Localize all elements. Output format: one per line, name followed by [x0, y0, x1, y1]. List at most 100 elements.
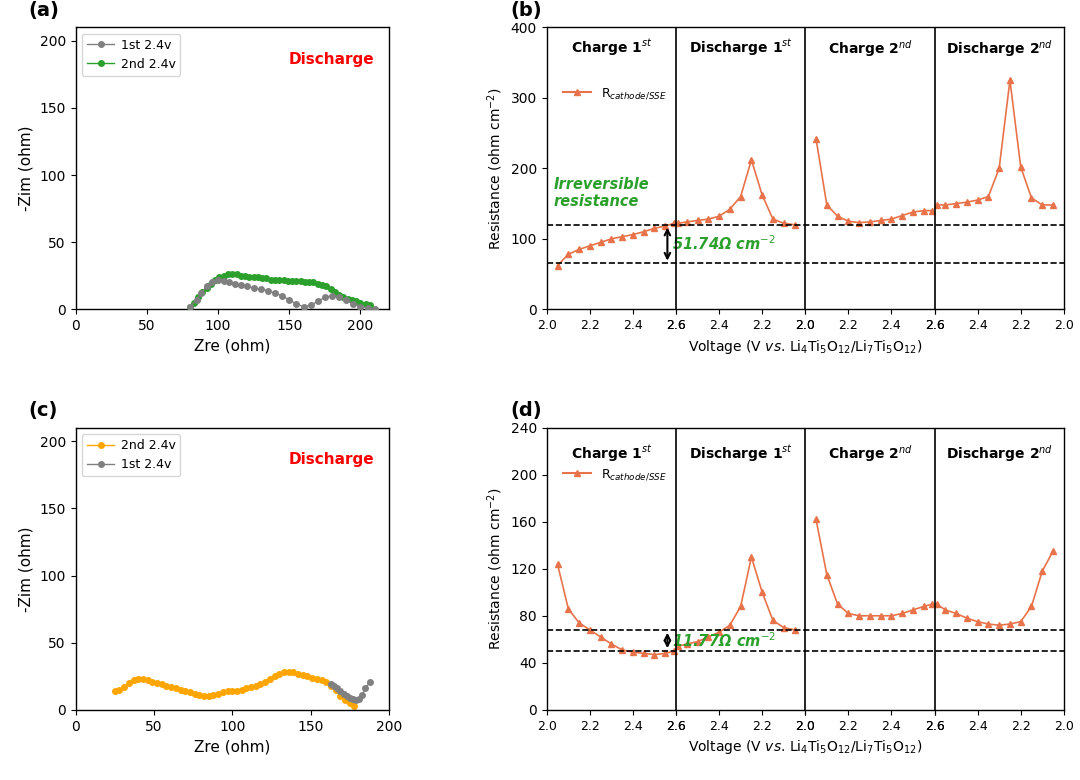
2nd 2.4v [311, 279, 324, 289]
1st 2.4v [283, 296, 296, 305]
Text: Discharge 2$^{nd}$: Discharge 2$^{nd}$ [946, 443, 1053, 464]
X-axis label: Voltage (V $vs$. Li$_4$Ti$_5$O$_{12}$/Li$_7$Ti$_5$O$_{12}$): Voltage (V $vs$. Li$_4$Ti$_5$O$_{12}$/Li… [688, 338, 922, 356]
2nd 2.4v [254, 679, 267, 689]
1st 2.4v [327, 681, 340, 690]
X-axis label: Zre (ohm): Zre (ohm) [194, 739, 270, 754]
1st 2.4v [240, 282, 253, 291]
1st 2.4v [337, 689, 350, 698]
Legend: 1st 2.4v, 2nd 2.4v: 1st 2.4v, 2nd 2.4v [82, 34, 180, 76]
Text: 11.77Ω cm$^{-2}$: 11.77Ω cm$^{-2}$ [672, 631, 775, 650]
1st 2.4v [355, 690, 368, 700]
2nd 2.4v [204, 279, 217, 289]
2nd 2.4v [278, 275, 291, 285]
1st 2.4v [190, 296, 203, 305]
2nd 2.4v [269, 275, 282, 285]
2nd 2.4v [226, 270, 239, 279]
2nd 2.4v [265, 275, 278, 285]
2nd 2.4v [337, 292, 350, 302]
2nd 2.4v [282, 276, 295, 285]
2nd 2.4v [213, 272, 226, 282]
2nd 2.4v [208, 275, 221, 285]
Text: Discharge: Discharge [288, 452, 375, 467]
1st 2.4v [359, 683, 372, 693]
2nd 2.4v [289, 276, 302, 285]
1st 2.4v [305, 300, 318, 310]
2nd 2.4v [108, 686, 121, 696]
1st 2.4v [234, 281, 247, 290]
1st 2.4v [319, 292, 332, 302]
1st 2.4v [222, 278, 235, 287]
1st 2.4v [347, 300, 360, 309]
1st 2.4v [194, 289, 207, 298]
2nd 2.4v [278, 668, 291, 677]
1st 2.4v [261, 285, 274, 295]
2nd 2.4v [193, 690, 206, 700]
1st 2.4v [275, 291, 288, 300]
2nd 2.4v [260, 274, 273, 283]
Text: (c): (c) [28, 402, 58, 420]
2nd 2.4v [264, 674, 276, 683]
X-axis label: Zre (ohm): Zre (ohm) [194, 339, 270, 353]
2nd 2.4v [302, 278, 315, 287]
Y-axis label: Resistance (ohm cm$^{-2}$): Resistance (ohm cm$^{-2}$) [485, 488, 505, 650]
Y-axis label: -Zim (ohm): -Zim (ohm) [19, 526, 33, 612]
2nd 2.4v [348, 701, 361, 711]
2nd 2.4v [247, 272, 260, 282]
2nd 2.4v [307, 278, 320, 287]
Text: Discharge 1$^{st}$: Discharge 1$^{st}$ [689, 443, 793, 464]
2nd 2.4v [187, 298, 200, 307]
Line: 1st 2.4v: 1st 2.4v [328, 679, 373, 704]
1st 2.4v [347, 694, 360, 704]
2nd 2.4v [354, 298, 367, 307]
1st 2.4v [212, 275, 225, 285]
1st 2.4v [364, 677, 377, 686]
2nd 2.4v [195, 287, 208, 296]
2nd 2.4v [350, 296, 363, 306]
Text: Discharge: Discharge [288, 52, 375, 67]
Legend: 2nd 2.4v, 1st 2.4v: 2nd 2.4v, 1st 2.4v [82, 434, 180, 477]
1st 2.4v [333, 292, 346, 302]
2nd 2.4v [243, 272, 256, 282]
1st 2.4v [311, 296, 324, 306]
Text: Charge 2$^{nd}$: Charge 2$^{nd}$ [827, 38, 913, 58]
2nd 2.4v [360, 300, 373, 309]
1st 2.4v [340, 296, 353, 305]
2nd 2.4v [234, 271, 247, 281]
2nd 2.4v [127, 675, 140, 685]
1st 2.4v [200, 282, 213, 291]
2nd 2.4v [324, 285, 337, 294]
1st 2.4v [343, 693, 356, 703]
2nd 2.4v [328, 287, 341, 296]
Text: 51.74Ω cm$^{-2}$: 51.74Ω cm$^{-2}$ [672, 235, 775, 254]
2nd 2.4v [320, 282, 333, 291]
1st 2.4v [269, 289, 282, 298]
1st 2.4v [325, 291, 338, 300]
Text: Discharge 2$^{nd}$: Discharge 2$^{nd}$ [946, 38, 1053, 58]
Text: (b): (b) [511, 1, 542, 20]
2nd 2.4v [221, 270, 234, 279]
2nd 2.4v [256, 274, 269, 283]
2nd 2.4v [315, 281, 328, 290]
1st 2.4v [361, 303, 374, 313]
Text: Charge 1$^{st}$: Charge 1$^{st}$ [570, 38, 652, 58]
1st 2.4v [184, 302, 197, 311]
Y-axis label: Resistance (ohm cm$^{-2}$): Resistance (ohm cm$^{-2}$) [486, 87, 505, 250]
Y-axis label: -Zim (ohm): -Zim (ohm) [19, 126, 33, 211]
2nd 2.4v [333, 290, 346, 300]
2nd 2.4v [217, 271, 230, 281]
2nd 2.4v [273, 275, 286, 285]
1st 2.4v [353, 694, 366, 704]
1st 2.4v [217, 276, 230, 285]
1st 2.4v [229, 279, 242, 289]
2nd 2.4v [252, 272, 265, 282]
Text: Irreversible
resistance: Irreversible resistance [553, 177, 649, 209]
Line: 2nd 2.4v: 2nd 2.4v [112, 669, 357, 708]
2nd 2.4v [346, 296, 359, 305]
2nd 2.4v [334, 692, 347, 701]
2nd 2.4v [200, 283, 213, 292]
1st 2.4v [330, 683, 343, 693]
2nd 2.4v [341, 294, 354, 303]
2nd 2.4v [239, 271, 252, 281]
1st 2.4v [354, 302, 367, 311]
Text: Charge 1$^{st}$: Charge 1$^{st}$ [570, 443, 652, 464]
